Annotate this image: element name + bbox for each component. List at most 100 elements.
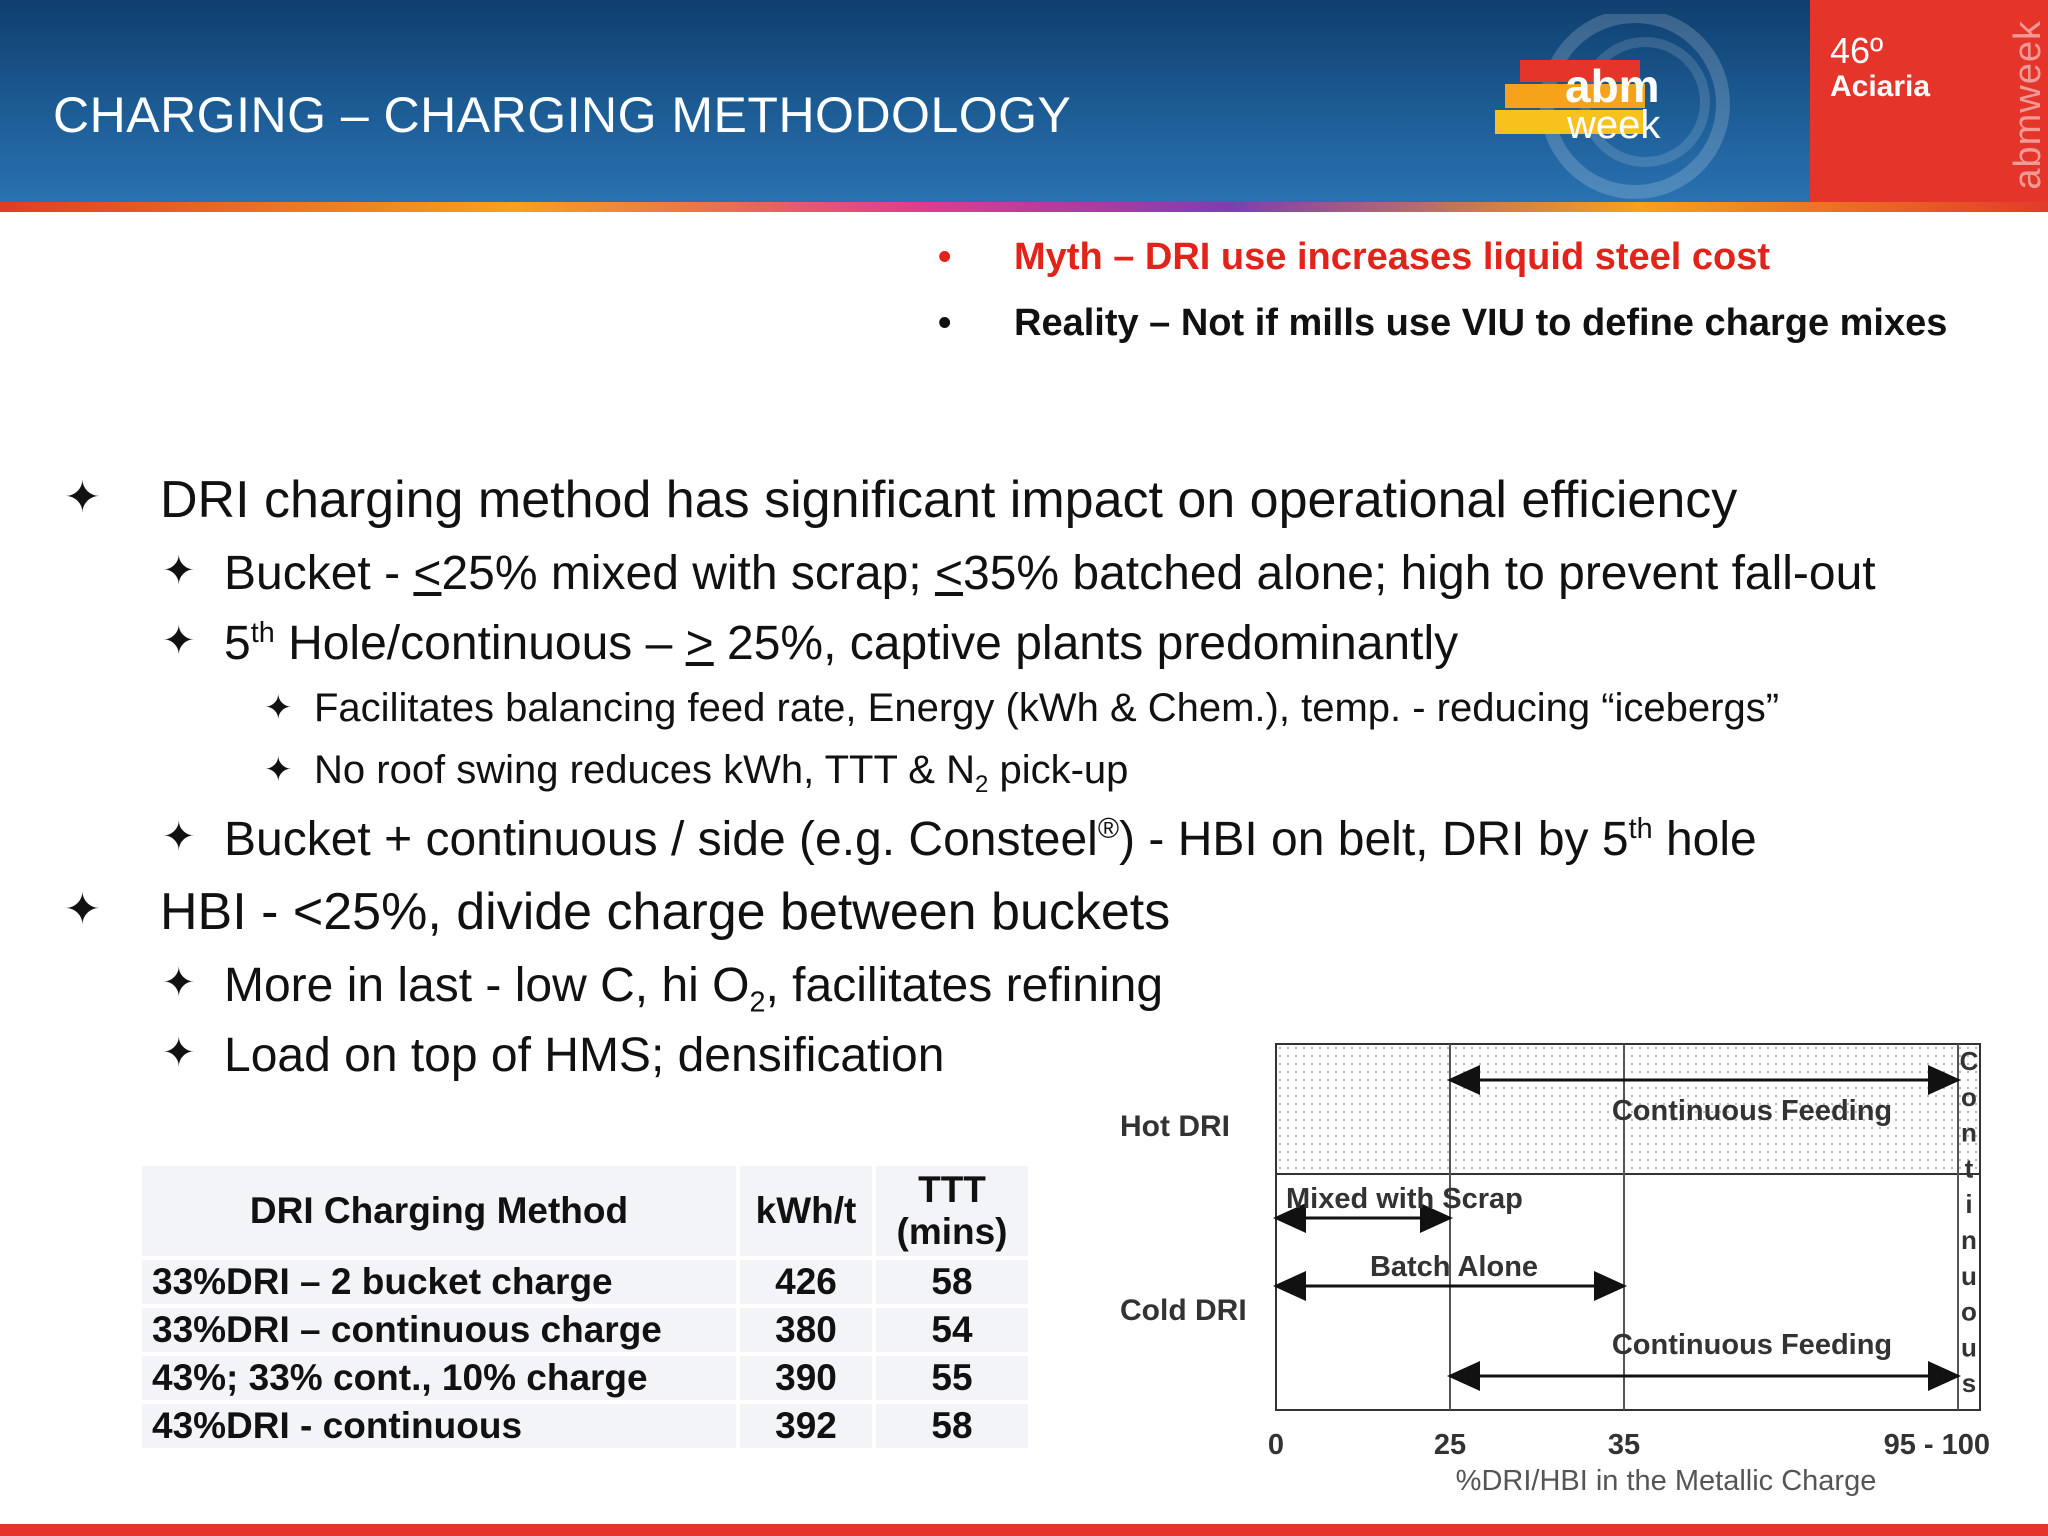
range-label: Batch Alone	[1370, 1251, 1538, 1283]
bullet-dri-charging: ✦ DRI charging method has significant im…	[64, 470, 1737, 530]
bullet-text-part: 35% batched alone; high to prevent fall-…	[963, 547, 1876, 600]
bullet-bucket: ✦ Bucket - <25% mixed with scrap; <35% b…	[162, 546, 1876, 601]
bullet-text-part: Bucket + continuous / side (e.g. Constee…	[224, 813, 1098, 866]
bullet-text: HBI - <25%, divide charge between bucket…	[160, 883, 1171, 941]
bullet-text-part: 25%, captive plants predominantly	[713, 617, 1459, 670]
row-label-hot-dri: Hot DRI	[1120, 1110, 1230, 1143]
slide-title: CHARGING – CHARGING METHODOLOGY	[53, 87, 1072, 143]
vertical-label-letter: t	[1965, 1153, 1974, 1183]
header-ttt-line2: (mins)	[896, 1211, 1008, 1252]
cell-kwh: 426	[740, 1260, 872, 1304]
cell-ttt: 58	[876, 1404, 1028, 1448]
reality-bullet: • Reality – Not if mills use VIU to defin…	[938, 302, 1947, 345]
vertical-label-letter: o	[1961, 1297, 1977, 1327]
footer-strip	[0, 1524, 2048, 1536]
dri-charging-table: DRI Charging Method kWh/t TTT (mins) 33%D…	[138, 1162, 1032, 1452]
bullet-text-part: 2	[974, 771, 989, 798]
table-row: 33%DRI – continuous charge 380 54	[142, 1308, 1028, 1352]
header-color-strip	[0, 202, 2048, 212]
star-bullet-icon: ✦	[162, 1031, 196, 1075]
star-bullet-icon: ✦	[264, 751, 293, 789]
vertical-label-letter: C	[1960, 1046, 1979, 1076]
abm-week-logo: abm week	[1495, 14, 1730, 199]
vertical-label-letter: i	[1965, 1189, 1972, 1219]
bullet-text-part: hole	[1652, 813, 1757, 866]
row-label-cold-dri: Cold DRI	[1120, 1294, 1247, 1327]
bullet-text-part: ) - HBI on belt, DRI by 5	[1119, 813, 1629, 866]
bullet-facilitates: ✦ Facilitates balancing feed rate, Energ…	[264, 686, 1780, 731]
bullet-text-part: <	[413, 547, 442, 600]
bullet-more-in-last: ✦ More in last - low C, hi O2, facilitat…	[162, 958, 1164, 1020]
bullet-text: Facilitates balancing feed rate, Energy …	[314, 686, 1780, 730]
cell-kwh: 380	[740, 1308, 872, 1352]
vertical-label-letter: n	[1961, 1118, 1977, 1148]
star-bullet-icon: ✦	[162, 619, 196, 663]
header-ttt-line1: TTT	[918, 1169, 986, 1210]
table-row: 43%DRI - continuous 392 58	[142, 1404, 1028, 1448]
bullet-text: Load on top of HMS; densification	[224, 1029, 945, 1082]
range-label: Mixed with Scrap	[1286, 1183, 1523, 1215]
table-row: 43%; 33% cont., 10% charge 390 55	[142, 1356, 1028, 1400]
cell-method: 33%DRI – continuous charge	[142, 1308, 736, 1352]
bullet-text-part: Hole/continuous –	[274, 617, 686, 670]
bullet-dot: •	[938, 302, 952, 344]
logo-text-week: week	[1566, 103, 1661, 147]
bullet-text-part: 25% mixed with scrap;	[441, 547, 935, 600]
header-banner: CHARGING – CHARGING METHODOLOGY abm week	[0, 0, 1810, 208]
x-tick-label: 35	[1608, 1429, 1640, 1461]
range-label: Continuous Feeding	[1612, 1095, 1892, 1127]
bullet-text-part: ®	[1097, 813, 1120, 845]
logo-text-abm: abm	[1565, 60, 1660, 112]
myth-bullet: • Myth – DRI use increases liquid steel c…	[938, 236, 1770, 279]
cell-kwh: 392	[740, 1404, 872, 1448]
bullet-text-part: Bucket -	[224, 547, 414, 600]
bullet-text-part: 5	[224, 617, 251, 670]
bullet-text-part: >	[685, 617, 714, 670]
cell-ttt: 58	[876, 1260, 1028, 1304]
bullet-dot: •	[938, 236, 952, 278]
table-row: 33%DRI – 2 bucket charge 426 58	[142, 1260, 1028, 1304]
cell-method: 43%DRI - continuous	[142, 1404, 736, 1448]
bullet-text-part: th	[250, 617, 275, 649]
star-bullet-icon: ✦	[162, 549, 196, 593]
bullet-5th-hole: ✦ 5th Hole/continuous – > 25%, captive p…	[162, 616, 1459, 671]
vertical-label-letter: u	[1961, 1332, 1977, 1362]
vertical-label-letter: n	[1961, 1225, 1977, 1255]
cell-method: 33%DRI – 2 bucket charge	[142, 1260, 736, 1304]
cell-ttt: 55	[876, 1356, 1028, 1400]
reality-text: Reality – Not if mills use VIU to define…	[1014, 302, 1948, 344]
cell-method: 43%; 33% cont., 10% charge	[142, 1356, 736, 1400]
vertical-label-letter: u	[1961, 1261, 1977, 1291]
bullet-text-part: , facilitates refining	[765, 959, 1164, 1012]
bullet-bucket-continuous: ✦ Bucket + continuous / side (e.g. Const…	[162, 812, 1757, 867]
x-tick-label: 95 - 100	[1884, 1429, 1990, 1461]
vertical-label-letter: o	[1961, 1082, 1977, 1112]
table-header-row: DRI Charging Method kWh/t TTT (mins)	[142, 1166, 1028, 1256]
bullet-no-roof-swing: ✦ No roof swing reduces kWh, TTT & N2 pi…	[264, 748, 1129, 799]
header-ttt: TTT (mins)	[876, 1166, 1028, 1256]
myth-text: Myth – DRI use increases liquid steel co…	[1014, 236, 1771, 278]
event-badge: 46º Aciaria abmweek	[1810, 0, 2048, 208]
event-name: Aciaria	[1830, 70, 1931, 103]
star-bullet-icon: ✦	[162, 961, 196, 1005]
charging-range-diagram: Hot DRI Cold DRI Continuous Feeding Mixed w…	[1120, 1043, 1990, 1497]
star-bullet-icon: ✦	[162, 815, 196, 859]
bullet-text-part: More in last - low C, hi O	[224, 959, 750, 1012]
bullet-hbi: ✦ HBI - <25%, divide charge between buck…	[64, 882, 1171, 942]
cell-ttt: 54	[876, 1308, 1028, 1352]
bullet-text-part: <	[934, 547, 963, 600]
bullet-text-part: pick-up	[988, 748, 1129, 792]
star-bullet-icon: ✦	[64, 473, 101, 522]
vertical-brand-text: abmweek	[2007, 20, 2048, 190]
header-kwh: kWh/t	[740, 1166, 872, 1256]
star-bullet-icon: ✦	[264, 689, 293, 727]
bullet-text-part: 2	[749, 986, 766, 1019]
event-number: 46º	[1830, 30, 1884, 71]
header-method: DRI Charging Method	[142, 1166, 736, 1256]
cell-kwh: 390	[740, 1356, 872, 1400]
bullet-load-on-top: ✦ Load on top of HMS; densification	[162, 1028, 945, 1083]
vertical-label-letter: s	[1962, 1368, 1976, 1398]
bullet-text-part: No roof swing reduces kWh, TTT & N	[314, 748, 975, 792]
x-axis-label: %DRI/HBI in the Metallic Charge	[1456, 1465, 1877, 1497]
x-tick-label: 25	[1434, 1429, 1466, 1461]
